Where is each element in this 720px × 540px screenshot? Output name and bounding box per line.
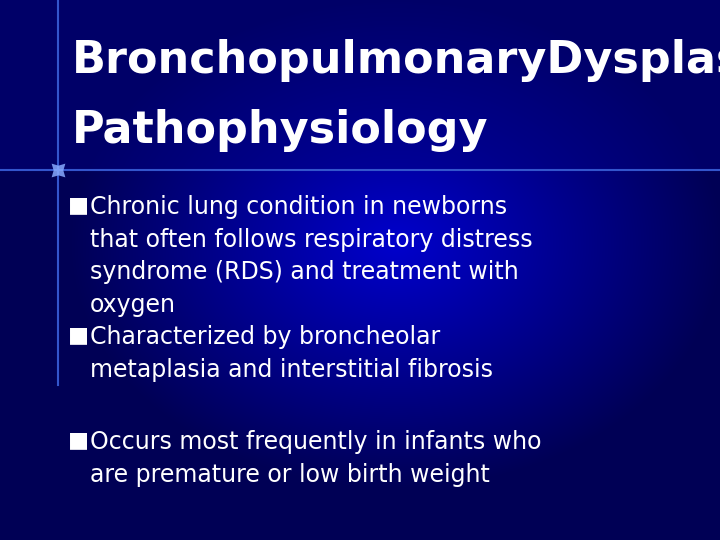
Text: ■: ■ [68,430,89,450]
Text: Occurs most frequently in infants who
are premature or low birth weight: Occurs most frequently in infants who ar… [90,430,541,487]
Text: ■: ■ [68,325,89,345]
Text: BronchopulmonaryDysplasia: BronchopulmonaryDysplasia [72,38,720,82]
Bar [0,0,720,170]
Text: ■: ■ [68,195,89,215]
Text: Pathophysiology: Pathophysiology [72,109,488,152]
Text: Chronic lung condition in newborns
that often follows respiratory distress
syndr: Chronic lung condition in newborns that … [90,195,533,316]
Text: Characterized by broncheolar
metaplasia and interstitial fibrosis: Characterized by broncheolar metaplasia … [90,325,493,382]
